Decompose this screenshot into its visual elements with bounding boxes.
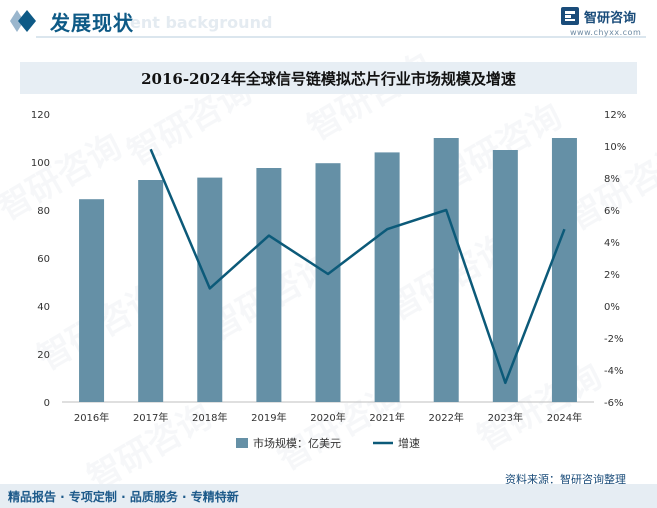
- y-left-tick-label: 60: [37, 254, 50, 265]
- bar: [79, 199, 105, 402]
- x-tick-label: 2020年: [310, 411, 345, 424]
- legend-label-line: 增速: [398, 436, 420, 450]
- chart-area: 0 20 40 60 80 100 120 -6% -4% -2% 0% 2% 4% 6% 8% 10% 12%…: [31, 110, 626, 450]
- bar: [433, 138, 459, 402]
- y-right-tick-label: 0%: [604, 302, 620, 313]
- y-right-tick-label: -4%: [604, 366, 623, 377]
- y-left-tick-label: 120: [31, 110, 50, 121]
- x-tick-label: 2021年: [369, 411, 404, 424]
- x-tick-label: 2017年: [133, 411, 168, 424]
- x-tick-label: 2019年: [251, 411, 286, 424]
- bar: [551, 138, 577, 402]
- x-tick-label: 2022年: [428, 411, 463, 424]
- section-header: 发展现状 ent background 智研咨询 www.chyxx.com: [0, 0, 657, 44]
- bar: [256, 168, 282, 402]
- y-left-tick-label: 0: [44, 398, 50, 409]
- section-title: 发展现状: [50, 11, 134, 35]
- brand-logo-icon: [561, 7, 579, 25]
- brand-name: 智研咨询: [584, 11, 637, 26]
- y-right-tick-label: -6%: [604, 398, 623, 409]
- bar: [374, 152, 400, 402]
- x-tick-label: 2024年: [547, 411, 582, 424]
- legend-label-bar: 市场规模：亿美元: [253, 436, 341, 450]
- y-right-tick-label: 4%: [604, 238, 620, 249]
- header-divider: [36, 36, 646, 38]
- source-note: 资料来源：智研咨询整理: [505, 473, 626, 486]
- y-left-tick-label: 80: [37, 206, 50, 217]
- footer-tagline: 精品报告 · 专项定制 · 品质服务 · 专精特新: [8, 490, 239, 504]
- y-right-tick-label: 2%: [604, 270, 620, 281]
- y-left-tick-label: 100: [31, 158, 50, 169]
- bar: [197, 177, 223, 402]
- diamond-bullet-icon: [10, 10, 36, 32]
- x-tick-label: 2018年: [192, 411, 227, 424]
- x-tick-label: 2016年: [74, 411, 109, 424]
- y-right-tick-label: 6%: [604, 206, 620, 217]
- y-right-tick-label: -2%: [604, 334, 623, 345]
- bar: [492, 150, 518, 402]
- x-tick-label: 2023年: [488, 411, 523, 424]
- section-ghost-text: ent background: [130, 13, 273, 32]
- y-left-tick-label: 40: [37, 302, 50, 313]
- growth-line: [149, 148, 566, 385]
- bar: [315, 163, 341, 402]
- chart-title-bar: 2016-2024年全球信号链模拟芯片行业市场规模及增速: [20, 62, 637, 94]
- brand-url[interactable]: www.chyxx.com: [570, 28, 642, 37]
- legend-swatch-bar: [236, 438, 248, 448]
- y-left-tick-label: 20: [37, 350, 50, 361]
- bar: [138, 180, 164, 402]
- footer-bar: 精品报告 · 专项定制 · 品质服务 · 专精特新: [0, 484, 657, 508]
- y-right-tick-label: 10%: [604, 142, 626, 153]
- y-right-tick-label: 8%: [604, 174, 620, 185]
- y-right-tick-label: 12%: [604, 110, 626, 121]
- chart-title: 2016-2024年全球信号链模拟芯片行业市场规模及增速: [141, 70, 516, 88]
